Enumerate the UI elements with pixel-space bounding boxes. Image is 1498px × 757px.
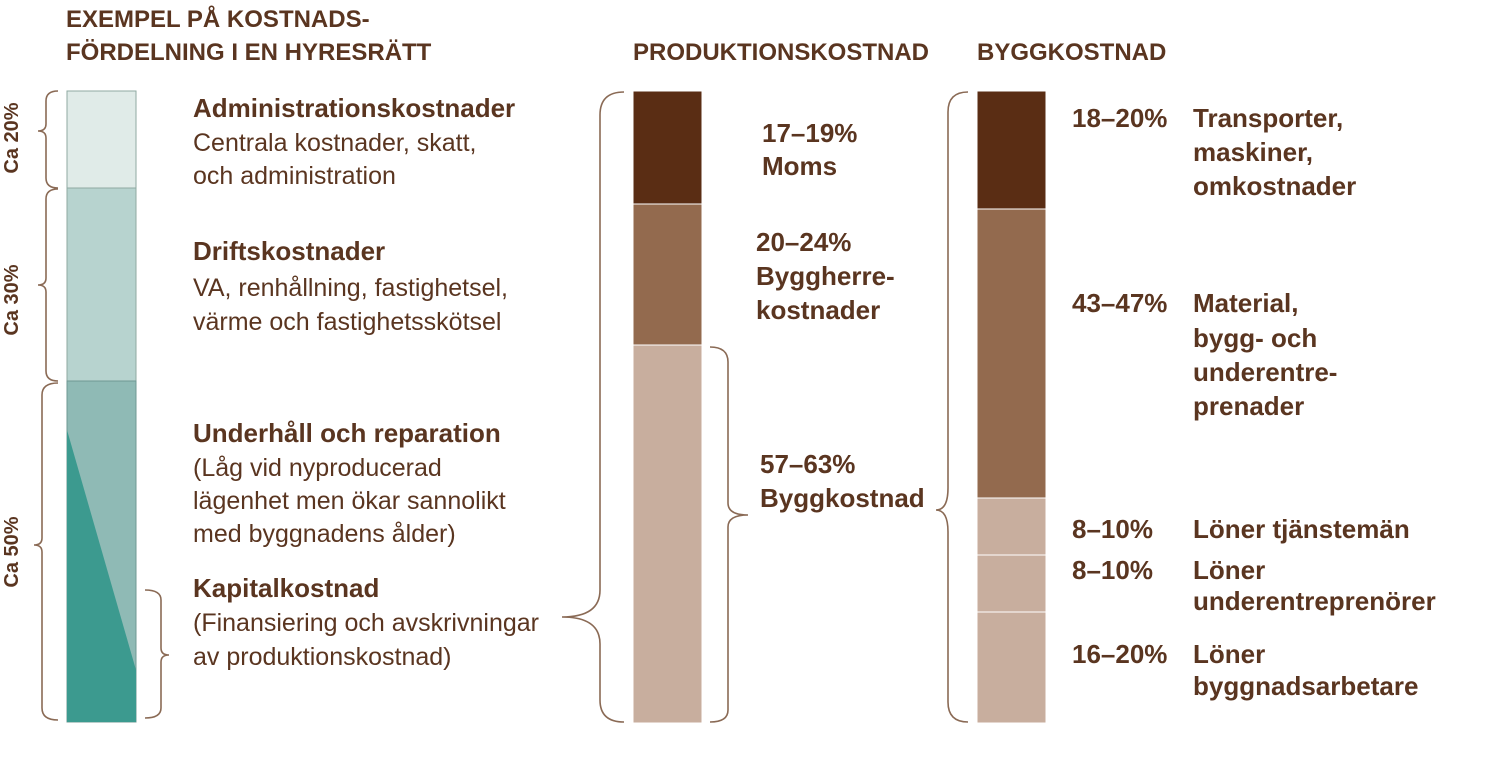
capital-desc-line2: av produktionskostnad): [193, 643, 451, 671]
build-heading: BYGGKOSTNAD: [977, 39, 1166, 66]
build-segment-material: [976, 208, 1047, 499]
build-bar: [976, 90, 1047, 724]
production-segment-build: [632, 344, 703, 724]
developer-share: 20–24%: [756, 227, 851, 257]
capital-title: Kapitalkostnad: [193, 573, 379, 603]
developer-label-line2: kostnader: [756, 295, 880, 325]
maintenance-desc-line1: (Låg vid nyproducerad: [193, 454, 442, 482]
rent-bar: [66, 90, 137, 723]
rent-segment-admin: [66, 90, 137, 189]
build-segment-salaries-workers: [976, 611, 1047, 724]
transport-label-line1: Transporter,: [1193, 103, 1343, 133]
brace-admin: [37, 90, 59, 189]
rent-segment-operating: [66, 187, 137, 382]
workers-label-line1: Löner: [1193, 639, 1265, 669]
share-label-admin: Ca 20%: [1, 102, 23, 173]
vat-share: 17–19%: [762, 118, 857, 148]
admin-title: Administrationskostnader: [193, 93, 515, 123]
brace-production-connector: [561, 91, 625, 723]
operating-desc-line1: VA, renhållning, fastighetsel,: [193, 274, 508, 302]
brace-maintenance-capital: [33, 382, 59, 721]
workers-share: 16–20%: [1072, 639, 1167, 669]
production-heading: PRODUKTIONSKOSTNAD: [633, 39, 929, 66]
left-heading-line2: FÖRDELNING I EN HYRESRÄTT: [66, 39, 432, 66]
material-label-line1: Material,: [1193, 288, 1299, 318]
material-label-line3: underentre-: [1193, 357, 1337, 387]
production-bar: [632, 90, 703, 724]
share-label-maintenance-capital: Ca 50%: [1, 516, 23, 587]
admin-desc-line2: och administration: [193, 162, 396, 190]
developer-label-line1: Byggherre-: [756, 261, 895, 291]
build-segment-salaries-officials: [976, 497, 1047, 556]
build-segment-salaries-subcontractors: [976, 554, 1047, 613]
brace-build-share: [709, 346, 749, 723]
production-segment-vat: [632, 90, 703, 205]
production-segment-developer: [632, 203, 703, 346]
material-label-line4: prenader: [1193, 391, 1304, 421]
officials-share: 8–10%: [1072, 514, 1153, 544]
capital-desc-line1: (Finansiering och avskrivningar: [193, 609, 539, 637]
share-label-operating: Ca 30%: [1, 264, 23, 335]
operating-desc-line2: värme och fastighetsskötsel: [193, 308, 501, 336]
subcontractors-label-line1: Löner: [1193, 555, 1265, 585]
brace-operating: [37, 188, 59, 382]
build-label: Byggkostnad: [760, 483, 925, 513]
brace-capital: [144, 589, 170, 719]
transport-label-line3: omkostnader: [1193, 171, 1356, 201]
operating-title: Driftskostnader: [193, 236, 385, 266]
rent-segment-capital: [67, 430, 136, 722]
admin-desc-line1: Centrala kostnader, skatt,: [193, 129, 476, 157]
subcontractors-label-line2: underentreprenörer: [1193, 586, 1436, 616]
build-share: 57–63%: [760, 449, 855, 479]
material-label-line2: bygg- och: [1193, 323, 1317, 353]
subcontractors-share: 8–10%: [1072, 555, 1153, 585]
left-heading-line1: EXEMPEL PÅ KOSTNADS-: [66, 5, 370, 33]
vat-label: Moms: [762, 151, 837, 181]
transport-label-line2: maskiner,: [1193, 137, 1313, 167]
maintenance-desc-line3: med byggnadens ålder): [193, 520, 456, 548]
maintenance-desc-line2: lägenhet men ökar sannolikt: [193, 487, 506, 515]
officials-label: Löner tjänstemän: [1193, 514, 1410, 544]
workers-label-line2: byggnadsarbetare: [1193, 671, 1418, 701]
material-share: 43–47%: [1072, 288, 1167, 318]
maintenance-title: Underhåll och reparation: [193, 418, 501, 448]
transport-share: 18–20%: [1072, 103, 1167, 133]
build-segment-transport: [976, 90, 1047, 210]
brace-build-connector: [935, 91, 969, 723]
